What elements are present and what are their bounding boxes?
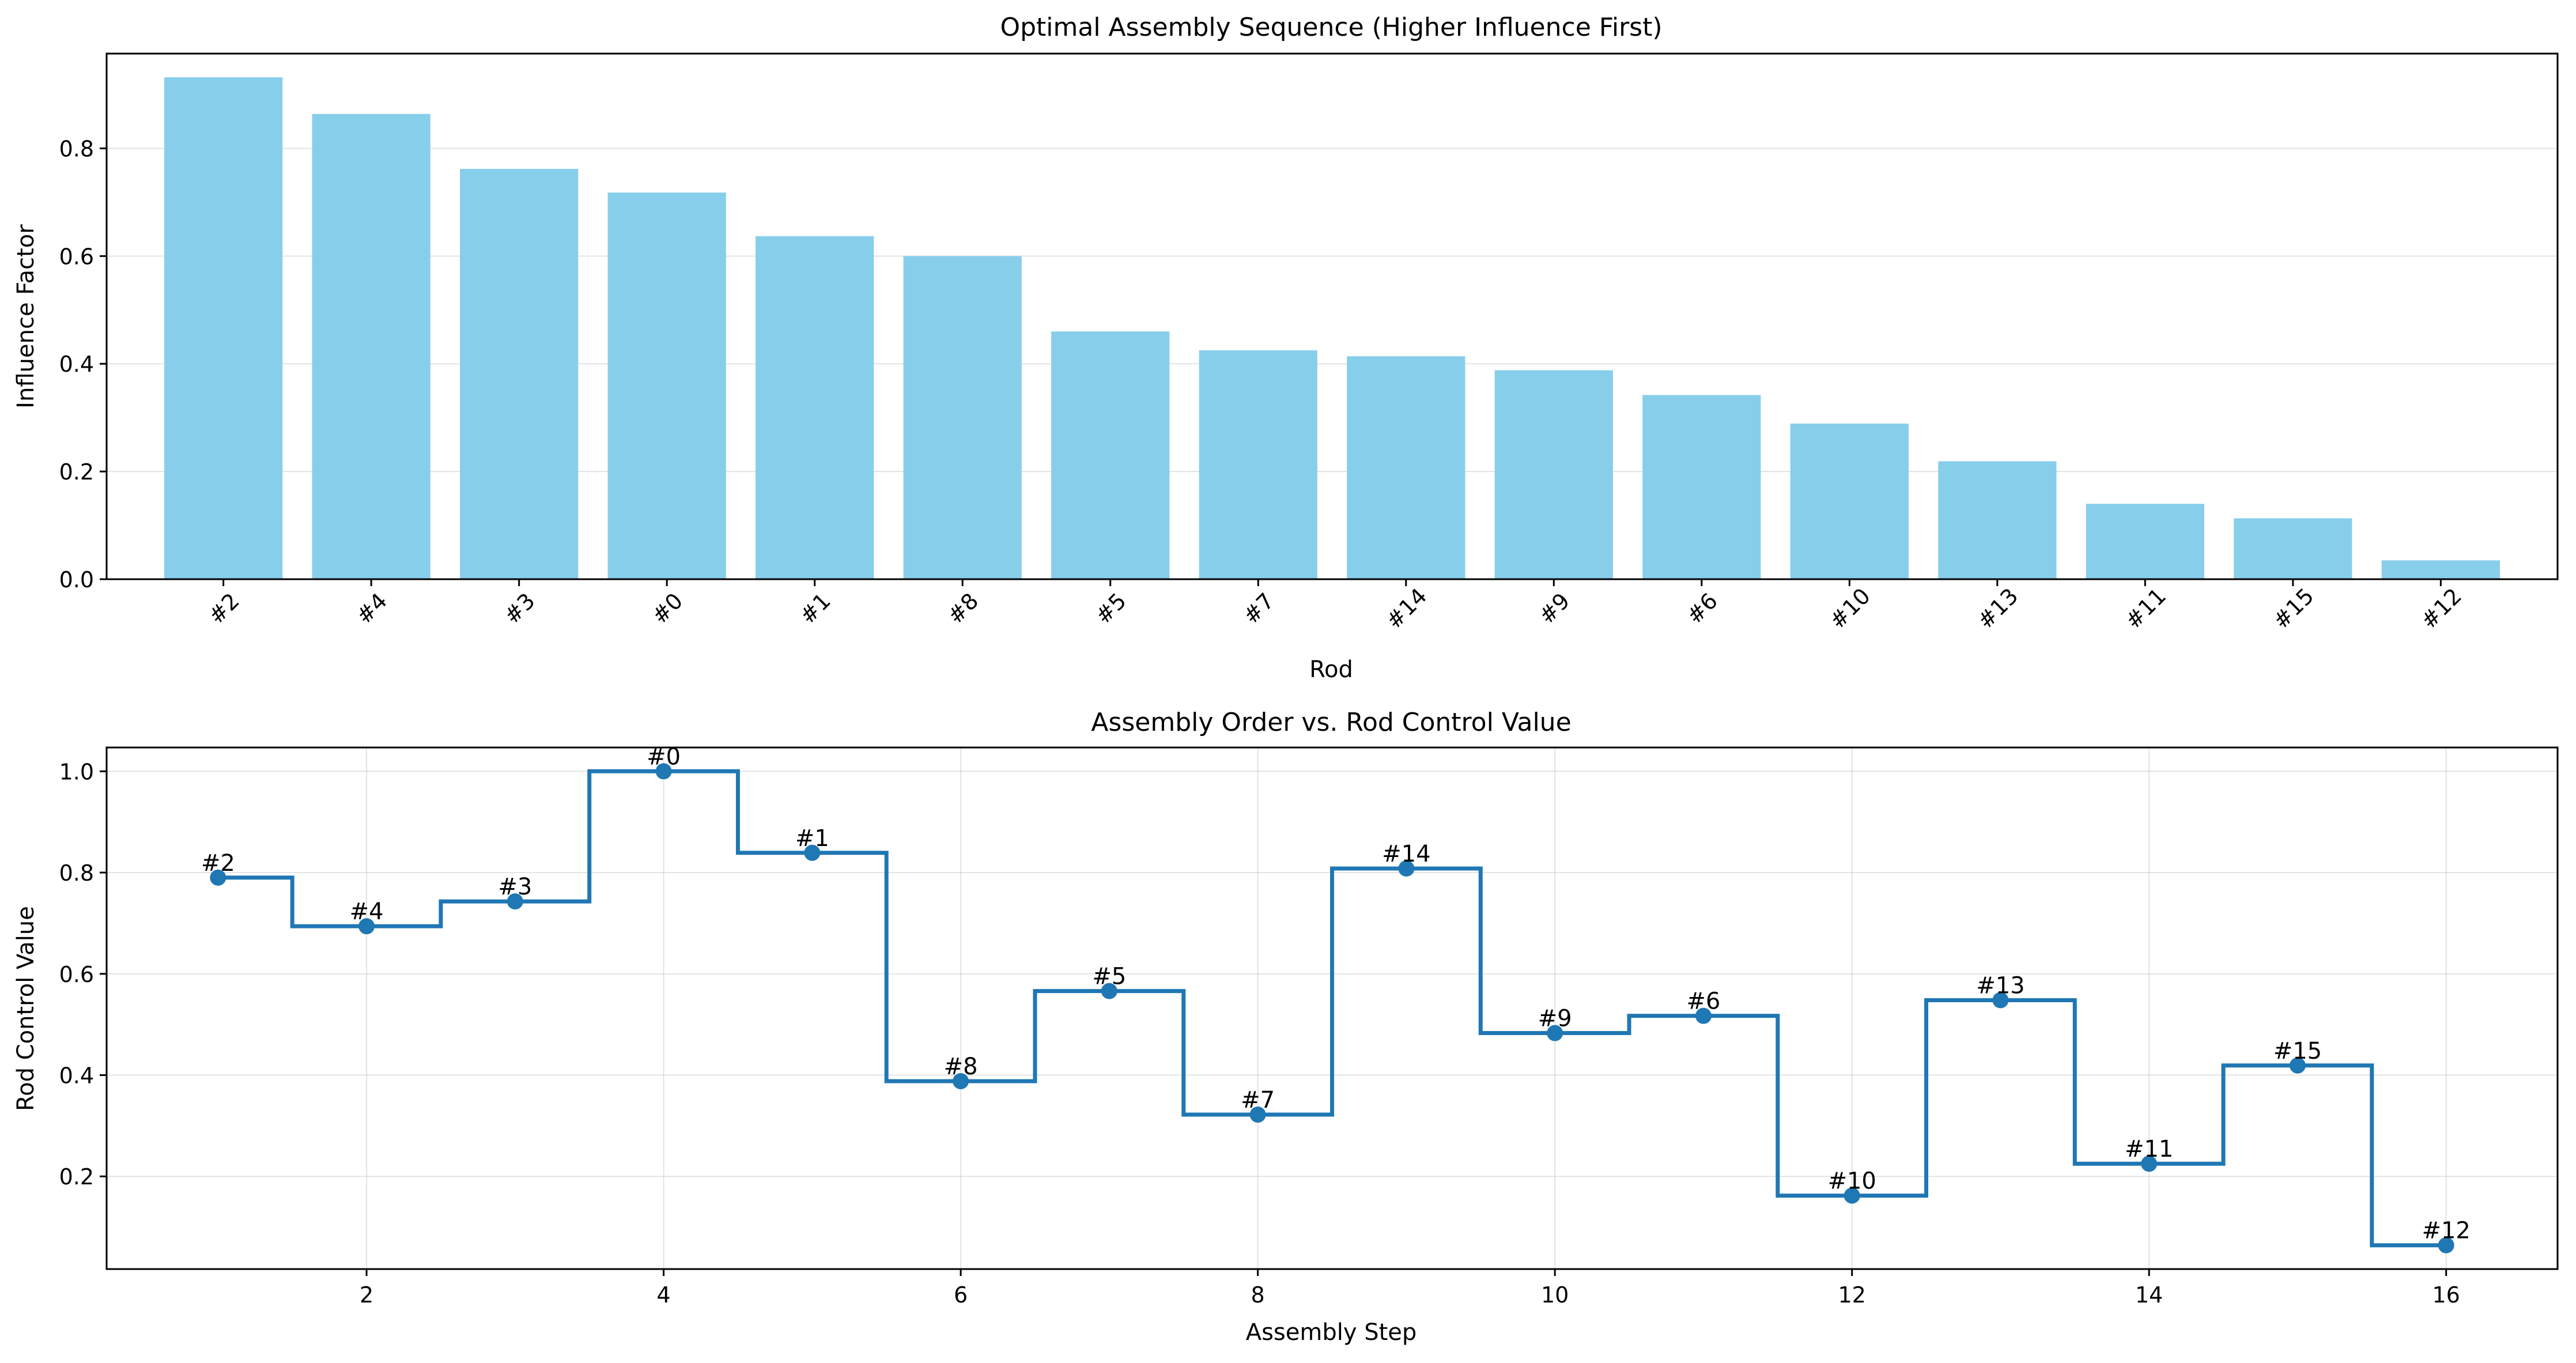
bar-chart-plot-frame	[105, 52, 2559, 580]
step-chart-x-tick-label: 12	[1838, 1282, 1865, 1308]
step-chart-y-ticks: 0.2 0.4 0.6 0.8 1.0	[59, 759, 107, 1190]
step-chart-y-tick-label: 0.8	[59, 860, 94, 886]
step-chart-marker	[1101, 983, 1117, 999]
step-chart-marker	[358, 918, 375, 935]
step-chart-x-tick-label: 10	[1541, 1282, 1569, 1308]
bar-chart-y-tick-label: 0.0	[59, 567, 94, 592]
step-chart-y-axis-label: Rod Control Value	[13, 906, 39, 1111]
step-chart-point-label: #3	[498, 874, 532, 900]
bar-chart-bar	[460, 168, 579, 579]
influence-bar-chart: Optimal Assembly Sequence (Higher Influe…	[13, 13, 2559, 683]
step-chart-marker	[655, 763, 672, 780]
bar-chart-bar	[1347, 356, 1465, 579]
bar-chart-bar	[312, 114, 430, 579]
bar-chart-y-axis-label: Influence Factor	[13, 224, 39, 409]
step-chart-marker	[2289, 1057, 2306, 1074]
step-chart-point-label: #2	[201, 850, 235, 877]
step-chart-point-label: #4	[350, 898, 384, 925]
step-chart-y-tick-label: 0.2	[59, 1164, 94, 1190]
bar-chart-y-ticks: 0.0 0.2 0.4 0.6 0.8	[59, 136, 107, 592]
bar-chart-bar	[2381, 560, 2500, 579]
bar-chart-bar	[2234, 518, 2352, 579]
step-chart-y-tick-label: 1.0	[59, 759, 94, 784]
step-chart-title: Assembly Order vs. Rod Control Value	[1091, 708, 1571, 737]
step-chart-point-label: #11	[2125, 1136, 2173, 1162]
step-chart-marker	[1695, 1007, 1712, 1024]
bar-chart-bar	[903, 256, 1022, 580]
step-chart-marker	[1249, 1107, 1266, 1123]
step-chart-point-label: #10	[1827, 1168, 1876, 1195]
step-chart-gridlines	[107, 747, 2558, 1269]
bar-chart-bar	[756, 236, 874, 579]
bar-chart-title: Optimal Assembly Sequence (Higher Influe…	[1000, 13, 1662, 42]
bar-chart-bar	[1199, 350, 1317, 579]
step-chart-x-tick-label: 4	[656, 1282, 670, 1308]
bar-chart-y-tick-label: 0.4	[59, 352, 94, 377]
bar-chart-bars	[164, 77, 2500, 580]
bar-chart-y-tick-label: 0.8	[59, 136, 94, 161]
step-chart-marker	[2141, 1156, 2158, 1172]
step-chart-point-label: #7	[1241, 1087, 1275, 1113]
step-chart-point-label: #9	[1538, 1006, 1572, 1032]
bar-chart-bar	[607, 192, 726, 579]
step-chart-x-ticks: 2 4 6 8 10 12 14 16	[360, 1269, 2460, 1308]
step-chart-series-line	[218, 769, 2446, 1248]
step-chart-y-tick-label: 0.6	[59, 962, 94, 987]
step-chart-point-label: #8	[944, 1054, 978, 1080]
step-chart-marker	[210, 869, 226, 886]
step-chart-point-labels: #2#4#3#0#1#8#5#7#14#9#6#10#13#11#15#12	[201, 743, 2471, 1244]
step-chart-point-label: #14	[1382, 841, 1430, 867]
bar-chart-bar	[1790, 423, 1909, 579]
step-chart-x-tick-label: 2	[360, 1282, 373, 1308]
bar-chart-y-tick-label: 0.2	[59, 459, 94, 485]
step-chart-point-label: #12	[2422, 1218, 2470, 1244]
bar-chart-bar	[2086, 504, 2204, 579]
step-chart-marker	[804, 844, 821, 861]
step-chart-x-tick-label: 8	[1251, 1282, 1265, 1308]
step-chart-x-tick-label: 14	[2135, 1282, 2163, 1308]
step-chart-point-label: #5	[1092, 964, 1126, 990]
step-chart-point-label: #13	[1976, 972, 2024, 999]
control-value-step-chart: Assembly Order vs. Rod Control Value #2 #…	[13, 708, 2559, 1346]
step-chart-x-axis-label: Assembly Step	[1246, 1319, 1417, 1346]
bar-chart-bar	[1642, 395, 1761, 579]
step-chart-point-label: #6	[1686, 988, 1720, 1015]
bar-chart-bar	[1938, 461, 2057, 579]
step-chart-markers	[210, 763, 2454, 1253]
step-chart-point-label: #1	[795, 825, 829, 852]
step-chart-x-tick-label: 6	[954, 1282, 968, 1308]
step-chart-marker	[1844, 1187, 1860, 1204]
step-chart-marker	[2438, 1237, 2454, 1253]
step-chart-point-label: #15	[2273, 1038, 2322, 1064]
step-chart-marker	[953, 1073, 969, 1090]
step-chart-y-tick-label: 0.4	[59, 1063, 94, 1088]
step-chart-marker	[1992, 992, 2009, 1009]
bar-chart-bar	[1494, 370, 1613, 579]
step-chart-plot-frame	[105, 746, 2559, 1270]
step-chart-marker	[1547, 1025, 1563, 1041]
step-chart-x-tick-label: 16	[2433, 1282, 2460, 1308]
step-chart-marker	[507, 893, 523, 910]
step-chart-marker	[1398, 860, 1415, 877]
bar-chart-y-tick-label: 0.6	[59, 244, 94, 269]
bar-chart-bar	[1051, 331, 1170, 579]
bar-chart-bar	[164, 77, 283, 580]
bar-chart-x-axis-label: Rod	[1309, 656, 1353, 683]
